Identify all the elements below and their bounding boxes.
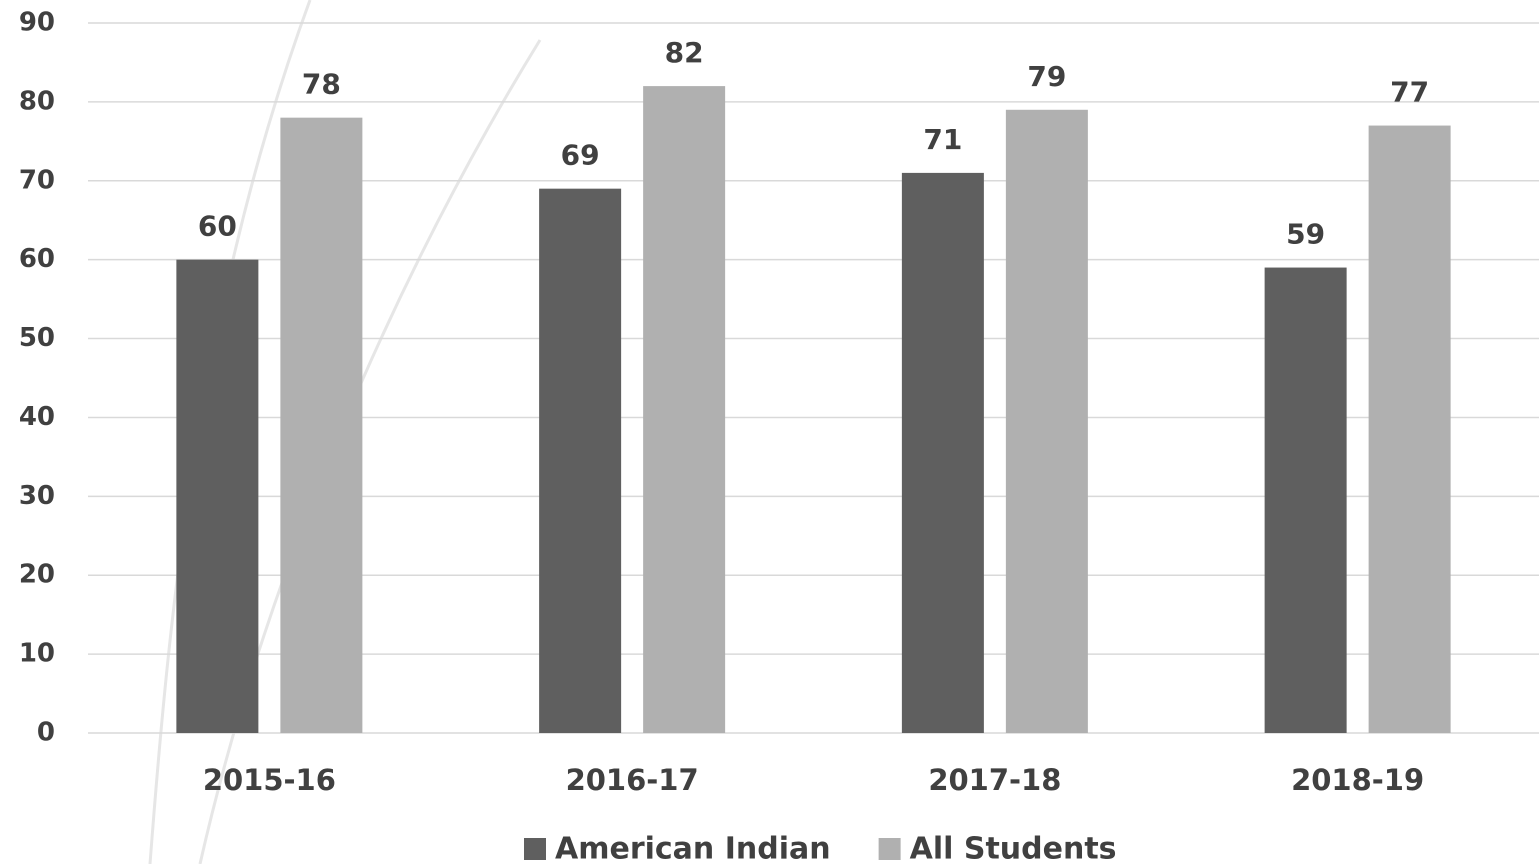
y-tick-label: 30 — [19, 481, 55, 511]
bar — [1005, 109, 1088, 734]
y-tick-label: 40 — [19, 402, 55, 432]
data-label: 69 — [561, 139, 600, 172]
legend-label: American Indian — [555, 832, 831, 864]
y-tick-label: 70 — [19, 165, 55, 195]
bar — [643, 86, 726, 734]
bar — [280, 117, 363, 733]
bar — [539, 188, 622, 733]
x-tick-label: 2015-16 — [203, 763, 336, 797]
data-label: 77 — [1390, 76, 1429, 109]
legend-swatch — [878, 838, 901, 860]
y-tick-label: 80 — [19, 86, 55, 116]
bar — [176, 259, 259, 733]
data-label: 60 — [198, 210, 237, 243]
data-label: 59 — [1286, 218, 1325, 251]
y-tick-label: 50 — [19, 323, 55, 353]
x-tick-label: 2017-18 — [928, 763, 1061, 797]
y-tick-label: 60 — [19, 244, 55, 274]
data-label: 71 — [923, 123, 962, 156]
x-tick-label: 2018-19 — [1291, 763, 1424, 797]
data-label: 79 — [1027, 60, 1066, 93]
x-tick-label: 2016-17 — [566, 763, 699, 797]
legend-label: All Students — [910, 832, 1117, 864]
y-tick-label: 90 — [19, 8, 55, 38]
legend-swatch — [524, 838, 546, 860]
bar — [1368, 125, 1451, 734]
y-tick-label: 10 — [19, 639, 55, 669]
bar — [1264, 267, 1347, 733]
y-tick-label: 0 — [37, 718, 55, 748]
data-label: 82 — [665, 36, 704, 69]
y-tick-label: 20 — [19, 560, 55, 590]
data-label: 78 — [302, 68, 341, 101]
bar — [901, 172, 984, 733]
